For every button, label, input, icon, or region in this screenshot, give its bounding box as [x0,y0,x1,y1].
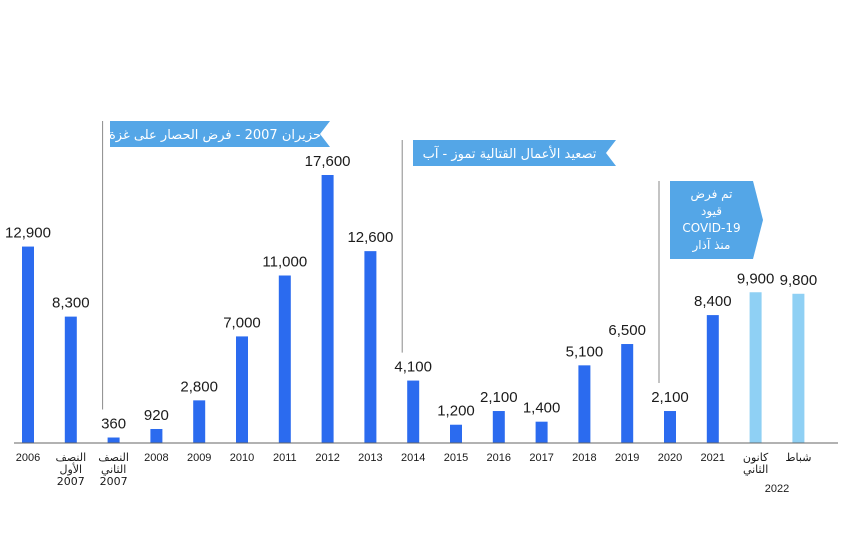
bar-17 [749,292,762,443]
x-tick-label-2: النصف الثاني 2007 [98,451,129,488]
value-label-17: 9,900 [737,270,775,287]
annotation-text-0: حزيران 2007 - فرض الحصار على غزة [109,128,321,143]
annotation-text-2-3: منذ آذار [692,237,731,253]
x-tick-label-17: كانون الثاني [743,451,769,476]
value-label-4: 2,800 [180,378,218,395]
annotation-box-2 [670,181,763,259]
bar-5 [236,336,248,443]
x-tick-label-9: 2014 [401,452,425,464]
x-tick-label-1: النصف الأول 2007 [55,451,86,488]
value-label-18: 9,800 [780,272,818,289]
bar-4 [193,400,206,443]
annotation-callout-0: حزيران 2007 - فرض الحصار على غزة [102,121,330,410]
annotation-text-2-2: COVID-19 [682,221,740,235]
bar-14 [621,344,634,443]
bar-8 [364,251,377,443]
x-tick-label-16: 2021 [701,452,725,464]
bar-0 [22,246,34,443]
bar-13 [578,365,591,443]
x-tick-label-14: 2019 [615,452,639,464]
annotation-callout-2: تم فرض قيود COVID-19 منذ آذار [658,181,763,384]
x-tick-label-12: 2017 [529,452,553,464]
x-tick-label-6: 2011 [273,452,297,464]
annotation-layer: حزيران 2007 - فرض الحصار على غزة تصعيد ال… [102,121,763,410]
bar-3 [150,428,163,443]
value-label-15: 2,100 [651,389,689,406]
value-label-11: 2,100 [480,389,518,406]
bar-16 [706,315,719,443]
x-tick-label-15: 2020 [658,452,682,464]
bar-2 [107,437,120,443]
x-tick-label-7: 2012 [315,452,339,464]
x-tick-label-3: 2008 [144,452,168,464]
annotation-text-2-1: قيود [701,204,722,219]
value-label-10: 1,200 [437,403,475,420]
value-label-16: 8,400 [694,293,732,310]
value-label-8: 12,600 [347,229,393,246]
x-tick-label-0: 2006 [16,452,40,464]
value-label-3: 920 [144,407,169,424]
bar-7 [321,175,334,443]
annotation-box-1 [413,140,616,166]
bar-9 [407,380,420,443]
annotation-callout-1: تصعيد الأعمال القتالية تموز - آب [401,140,616,353]
bar-1 [64,316,77,443]
value-label-14: 6,500 [608,322,646,339]
x-tick-label-18: شباط [785,452,811,464]
value-label-13: 5,100 [566,343,604,360]
x-tick-label-10: 2015 [444,452,468,464]
annotation-text-2-0: تم فرض [690,187,732,202]
value-label-7: 17,600 [305,153,351,170]
bars-layer [22,175,805,443]
bar-18 [792,293,805,443]
x-tick-label-13: 2018 [572,452,596,464]
labels-layer: 12,900 2006 8,300 النصف الأول 2007 360 النصف الث… [5,153,817,495]
x-tick-label-11: 2016 [487,452,511,464]
bar-15 [664,411,676,443]
x-tick-label-4: 2009 [187,452,211,464]
value-label-12: 1,400 [523,400,561,417]
bar-12 [535,421,548,443]
value-label-9: 4,100 [394,359,432,376]
x-group-label-2022: 2022 [765,483,789,495]
annotation-box-0 [110,121,330,147]
value-label-1: 8,300 [52,295,90,312]
bar-10 [450,424,462,443]
annotation-text-1: تصعيد الأعمال القتالية تموز - آب [423,145,597,162]
value-label-0: 12,900 [5,225,51,242]
value-label-5: 7,000 [223,314,261,331]
bar-6 [278,275,291,443]
bar-11 [492,411,505,443]
x-tick-label-5: 2010 [230,452,254,464]
x-tick-label-8: 2013 [358,452,382,464]
value-label-2: 360 [101,416,126,433]
value-label-6: 11,000 [262,254,307,271]
